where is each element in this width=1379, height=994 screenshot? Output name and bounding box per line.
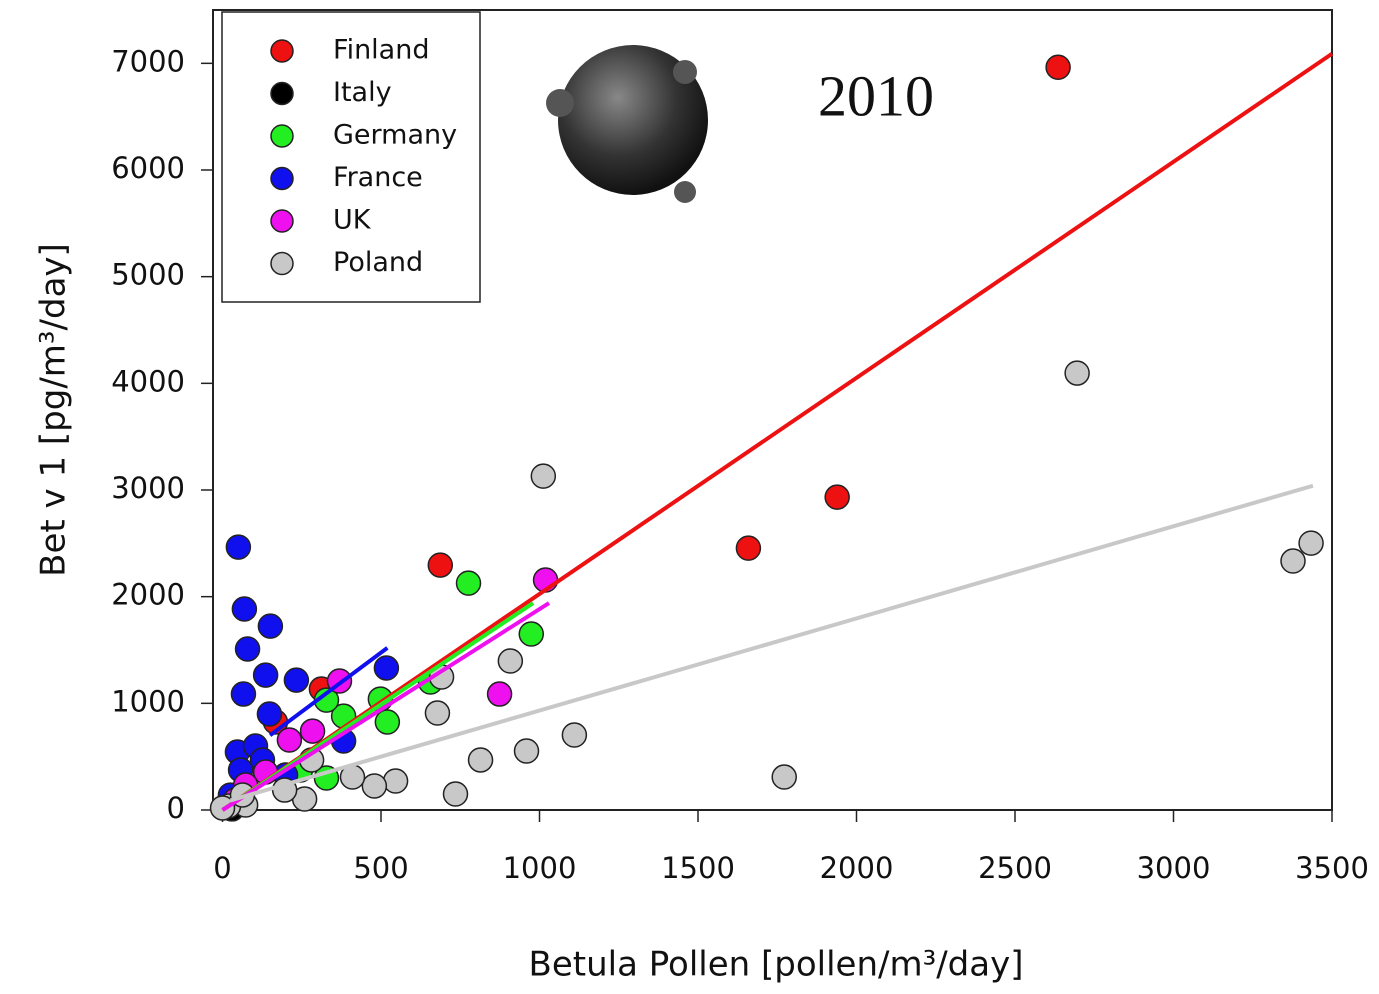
y-tick-label: 5000: [111, 258, 185, 292]
fit-line: [221, 601, 551, 812]
point: [225, 534, 252, 560]
y-tick-label: 4000: [111, 364, 185, 398]
plot-frame: [212, 9, 1333, 811]
point: [513, 738, 540, 764]
legend-marker: [270, 81, 294, 106]
x-tick-label: 1500: [661, 851, 735, 885]
point: [486, 681, 513, 707]
point: [361, 773, 388, 799]
point: [283, 667, 310, 693]
legend-label: Germany: [333, 120, 457, 151]
legend-label: Finland: [333, 35, 429, 66]
x-tick-label: 2000: [820, 851, 894, 885]
legend-marker: [270, 39, 294, 63]
x-tick-label: 0: [213, 851, 231, 885]
legend-marker: [270, 166, 294, 191]
point: [771, 764, 797, 790]
fit-line: [229, 483, 1314, 803]
point: [442, 781, 469, 807]
y-tick-label: 6000: [111, 151, 185, 185]
legend-label: UK: [333, 205, 372, 236]
point: [1045, 54, 1071, 81]
fit-line: [221, 52, 1334, 812]
y-axis-title: Bet v 1 [pg/m³/day]: [34, 243, 74, 577]
point: [427, 552, 454, 578]
legend-box: [221, 11, 481, 303]
point: [530, 463, 557, 489]
legend-marker: [270, 124, 294, 148]
point: [374, 709, 401, 735]
point: [257, 613, 284, 639]
fit-line: [268, 646, 389, 737]
point: [424, 700, 451, 726]
legend-marker: [270, 209, 294, 233]
point: [455, 570, 482, 596]
fit-lines: [221, 52, 1334, 812]
legend-label: France: [333, 162, 423, 193]
y-tick-label: 1000: [111, 684, 185, 718]
x-axis-title: Betula Pollen [pollen/m³/day]: [529, 945, 1024, 985]
point: [230, 681, 257, 707]
pollen-illustration: [546, 45, 708, 203]
point: [231, 596, 258, 622]
point: [1298, 530, 1324, 556]
point: [561, 722, 588, 748]
y-tick-label: 2000: [111, 578, 185, 612]
legend-label: Italy: [333, 77, 392, 108]
y-tick-label: 3000: [111, 471, 185, 505]
plot-area: [209, 54, 1324, 822]
point: [256, 701, 283, 727]
point: [497, 648, 524, 674]
point: [467, 747, 494, 773]
point: [824, 484, 850, 510]
y-tick-label: 7000: [111, 44, 185, 78]
y-tick-label: 0: [167, 791, 185, 825]
x-tick-label: 500: [353, 851, 408, 885]
legend-label: Poland: [333, 247, 423, 278]
point: [373, 655, 400, 681]
point: [1064, 360, 1090, 386]
x-tick-label: 3500: [1295, 851, 1369, 885]
x-tick-label: 1000: [503, 851, 577, 885]
point: [234, 636, 261, 662]
point: [1280, 548, 1306, 574]
point: [518, 621, 545, 647]
x-tick-label: 2500: [978, 851, 1052, 885]
point: [252, 662, 279, 688]
legend: Finland Italy Germany France UK Poland: [221, 11, 481, 303]
x-tick-label: 3000: [1137, 851, 1211, 885]
legend-marker: [270, 251, 294, 276]
point: [735, 535, 762, 561]
point: [299, 718, 326, 744]
annotation: 2010: [818, 63, 934, 128]
point: [276, 727, 303, 753]
point: [382, 768, 409, 794]
